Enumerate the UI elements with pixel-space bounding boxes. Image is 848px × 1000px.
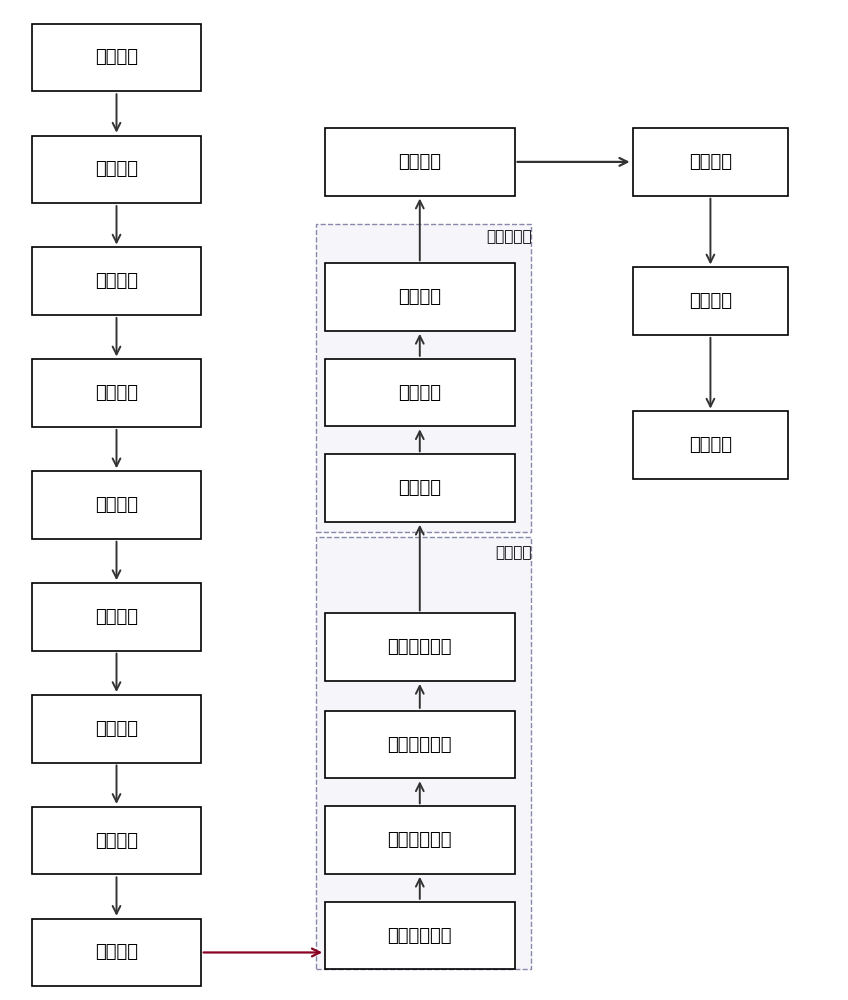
Text: 打包装置: 打包装置 (689, 436, 732, 454)
Text: 后处理装置: 后处理装置 (486, 230, 532, 245)
Text: 纺丝装置: 纺丝装置 (95, 943, 138, 961)
Text: 过滤装置: 过滤装置 (95, 720, 138, 738)
Text: 粉碎装置: 粉碎装置 (95, 272, 138, 290)
Text: 酸洗装置: 酸洗装置 (399, 288, 441, 306)
Text: 烘干装置: 烘干装置 (689, 153, 732, 171)
FancyBboxPatch shape (32, 919, 201, 986)
FancyBboxPatch shape (32, 136, 201, 203)
FancyBboxPatch shape (316, 537, 531, 969)
Text: 松弛回缩装置: 松弛回缩装置 (388, 638, 452, 656)
FancyBboxPatch shape (32, 471, 201, 539)
FancyBboxPatch shape (32, 359, 201, 427)
Text: 脱泡装置: 脱泡装置 (95, 832, 138, 850)
Text: 搅拌装置: 搅拌装置 (95, 608, 138, 626)
FancyBboxPatch shape (325, 359, 515, 426)
FancyBboxPatch shape (32, 695, 201, 763)
FancyBboxPatch shape (633, 128, 789, 196)
Text: 压榨装置: 压榨装置 (95, 160, 138, 178)
Text: 老成装置: 老成装置 (95, 384, 138, 402)
FancyBboxPatch shape (325, 613, 515, 681)
FancyBboxPatch shape (325, 806, 515, 874)
Text: 卷绕装置: 卷绕装置 (689, 292, 732, 310)
FancyBboxPatch shape (325, 128, 515, 196)
FancyBboxPatch shape (32, 247, 201, 315)
FancyBboxPatch shape (325, 711, 515, 778)
Text: 第一牵伸装置: 第一牵伸装置 (388, 927, 452, 945)
Text: 脱硫装置: 脱硫装置 (399, 384, 441, 402)
Text: 上油装置: 上油装置 (399, 153, 441, 171)
Text: 黄化装置: 黄化装置 (95, 496, 138, 514)
Text: 浸渍装置: 浸渍装置 (95, 48, 138, 66)
Text: 水洗装置: 水洗装置 (399, 479, 441, 497)
FancyBboxPatch shape (32, 583, 201, 651)
Text: 第二牵伸装置: 第二牵伸装置 (388, 831, 452, 849)
FancyBboxPatch shape (633, 411, 789, 479)
Text: 牵伸装置: 牵伸装置 (495, 545, 532, 560)
FancyBboxPatch shape (325, 454, 515, 522)
FancyBboxPatch shape (325, 263, 515, 331)
FancyBboxPatch shape (32, 24, 201, 91)
FancyBboxPatch shape (325, 902, 515, 969)
Text: 第三牵伸装置: 第三牵伸装置 (388, 736, 452, 754)
FancyBboxPatch shape (316, 224, 531, 532)
FancyBboxPatch shape (633, 267, 789, 335)
FancyBboxPatch shape (32, 807, 201, 874)
